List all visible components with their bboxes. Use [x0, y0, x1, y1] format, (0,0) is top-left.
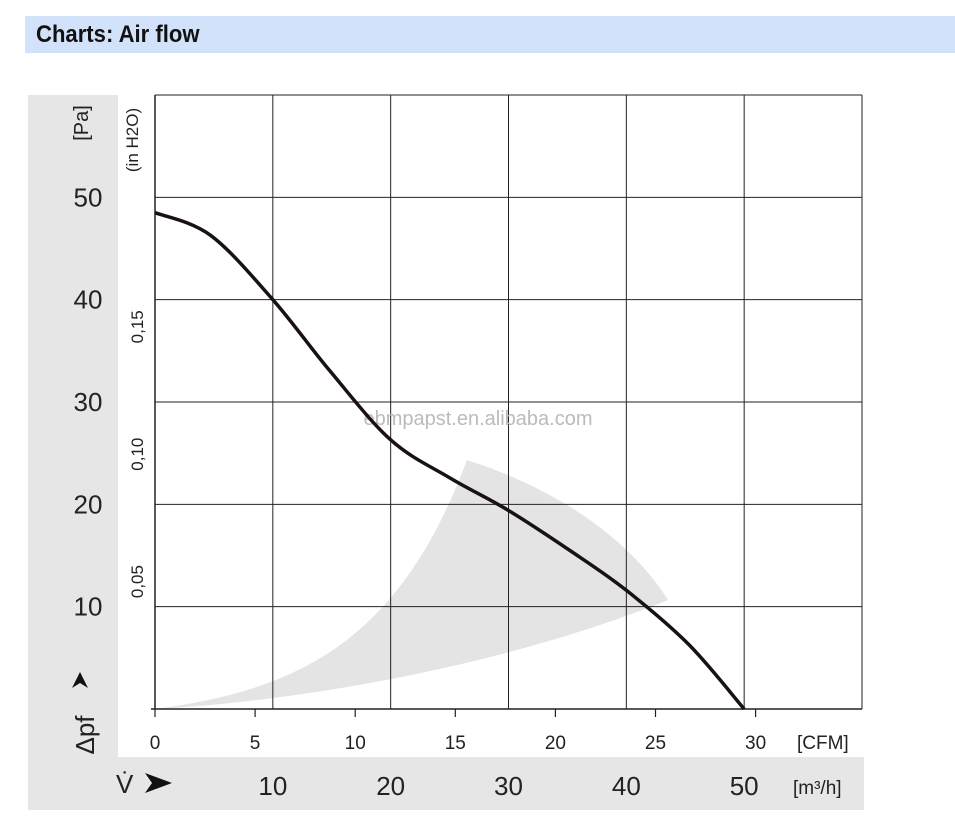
x-tick-label: 50 — [730, 771, 759, 801]
y-unit-inh2o: (in H2O) — [123, 108, 142, 172]
cfm-tick-label: 0 — [150, 733, 161, 754]
y-tick-label: 10 — [74, 592, 103, 622]
x-arrow-icon — [145, 773, 172, 793]
cfm-tick-label: 25 — [645, 733, 666, 754]
x-tick-label: 30 — [494, 771, 523, 801]
watermark: ebmpapst.en.alibaba.com — [363, 408, 592, 430]
x-unit-m3h: [m³/h] — [793, 778, 842, 799]
y-tick-label: 30 — [74, 387, 103, 417]
y-axis-label: Δpf — [70, 715, 100, 755]
cfm-tick-label: 10 — [345, 733, 366, 754]
x-unit-cfm: [CFM] — [797, 733, 849, 754]
inh2o-tick-label: 0,05 — [128, 565, 147, 598]
x-axis-label: V̇ — [116, 769, 134, 799]
operating-range-shade — [155, 460, 668, 709]
y-unit-pa: [Pa] — [71, 105, 93, 141]
y-arrow-icon — [72, 672, 88, 688]
left-band — [28, 95, 118, 810]
y-tick-label: 50 — [74, 182, 103, 212]
inh2o-tick-label: 0,10 — [128, 438, 147, 471]
x-tick-label: 10 — [258, 771, 287, 801]
section-header: Charts: Air flow — [25, 16, 955, 53]
cfm-tick-label: 5 — [250, 733, 261, 754]
x-tick-label: 40 — [612, 771, 641, 801]
y-tick-label: 40 — [74, 285, 103, 315]
air-flow-curve — [154, 211, 746, 711]
y-tick-label: 20 — [74, 489, 103, 519]
cfm-tick-label: 30 — [745, 733, 766, 754]
inh2o-tick-label: 0,15 — [128, 310, 147, 343]
section-title: Charts: Air flow — [36, 21, 200, 48]
x-tick-label: 20 — [376, 771, 405, 801]
cfm-tick-label: 20 — [545, 733, 566, 754]
cfm-tick-label: 15 — [445, 733, 466, 754]
